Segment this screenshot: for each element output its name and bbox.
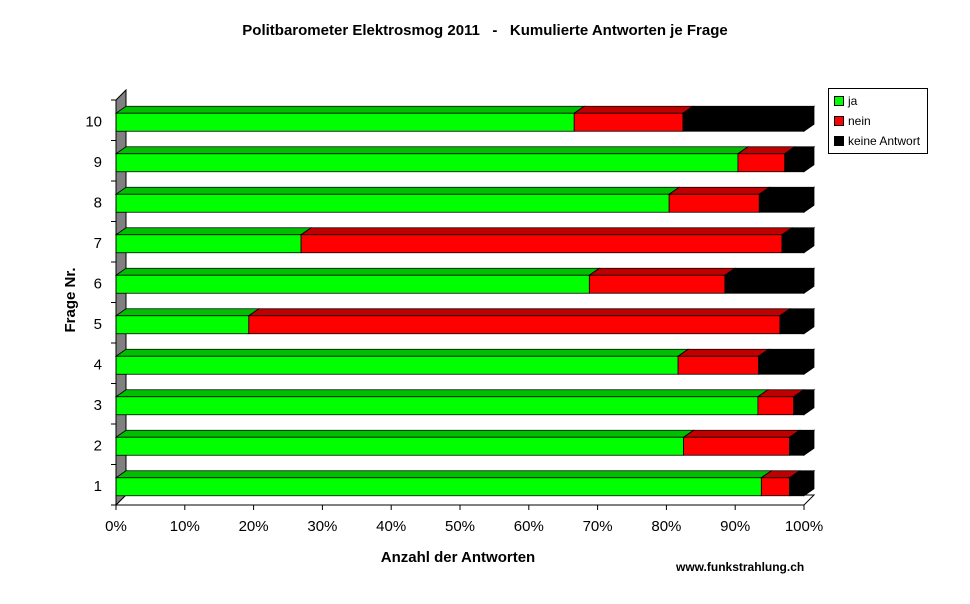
bar-q6-ja <box>114 267 601 294</box>
bar-q2-nein <box>682 429 801 456</box>
bar-q8-ja <box>114 186 681 213</box>
chart-title: Politbarometer Elektrosmog 2011 - Kumuli… <box>242 22 728 39</box>
bar-q6-keine-antwort <box>723 267 816 295</box>
x-tick-label: 0% <box>105 518 127 535</box>
bar-group <box>114 105 816 497</box>
bar-q4-keine-antwort <box>757 348 816 376</box>
legend-swatch-keine-antwort <box>834 135 844 146</box>
y-axis-title: Frage Nr. <box>62 267 79 332</box>
bar-q5-nein <box>247 308 792 335</box>
bar-q3-nein <box>756 389 805 416</box>
floor <box>114 494 816 506</box>
x-tick-label: 40% <box>376 518 406 535</box>
bar-q6-nein <box>588 267 737 294</box>
legend-swatch-ja <box>834 95 844 106</box>
y-tick-label: 1 <box>94 478 102 495</box>
x-tick-label: 80% <box>651 518 681 535</box>
source-url: www.funkstrahlung.ch <box>676 560 805 574</box>
bar-q8-nein <box>667 186 771 213</box>
legend-swatch-nein <box>834 115 844 126</box>
legend-label-nein: nein <box>848 114 871 128</box>
bar-q10-ja <box>114 105 586 132</box>
legend-label-ja: ja <box>848 94 858 108</box>
y-tick-label: 3 <box>94 397 102 414</box>
y-tick-label: 10 <box>85 113 102 130</box>
legend-item-ja: ja <box>834 94 857 108</box>
x-tick-label: 50% <box>445 518 475 535</box>
bar-q9-nein <box>736 146 797 173</box>
legend-label-keine-antwort: keine Antwort <box>848 134 921 148</box>
x-tick-label: 10% <box>170 518 200 535</box>
bar-q7-ja <box>114 227 313 254</box>
bar-q5-keine-antwort <box>778 307 816 335</box>
bar-q8-keine-antwort <box>758 186 816 214</box>
y-tick-label: 2 <box>94 437 102 454</box>
bar-q7-keine-antwort <box>780 226 816 254</box>
x-tick-label: 100% <box>785 518 823 535</box>
bar-q1-keine-antwort <box>788 469 816 497</box>
bar-q5-ja <box>114 308 261 335</box>
legend-item-nein: nein <box>834 114 871 128</box>
bar-q1-ja <box>114 470 773 497</box>
bar-q4-nein <box>676 348 770 375</box>
x-tick-label: 20% <box>239 518 269 535</box>
bar-q10-keine-antwort <box>681 105 816 133</box>
bar-q2-ja <box>114 429 695 456</box>
y-tick-label: 9 <box>94 154 102 171</box>
y-tick-label: 4 <box>94 356 102 373</box>
bar-q9-keine-antwort <box>783 145 816 173</box>
x-tick-label: 90% <box>720 518 750 535</box>
x-tick-label: 30% <box>307 518 337 535</box>
bar-q3-ja <box>114 389 770 416</box>
y-tick-label: 7 <box>94 235 102 252</box>
bar-q10-nein <box>572 105 695 132</box>
bar-q2-keine-antwort <box>788 429 816 457</box>
bar-q7-nein <box>299 227 794 254</box>
legend: ja nein keine Antwort <box>828 88 928 154</box>
legend-item-keine-antwort: keine Antwort <box>834 134 920 148</box>
y-tick-label: 6 <box>94 275 102 292</box>
bar-q3-keine-antwort <box>792 388 816 416</box>
x-tick-label: 70% <box>583 518 613 535</box>
bar-q4-ja <box>114 348 690 375</box>
y-tick-label: 5 <box>94 316 102 333</box>
x-tick-label: 60% <box>514 518 544 535</box>
bar-q9-ja <box>114 146 750 173</box>
y-tick-label: 8 <box>94 194 102 211</box>
axes-group: 0% 10% 20% 30% 40% 50% 60% 70% 80% 90% 100% 1 2 3 4 5 6 7… <box>85 99 823 535</box>
x-axis-title: Anzahl der Antworten <box>381 549 535 566</box>
